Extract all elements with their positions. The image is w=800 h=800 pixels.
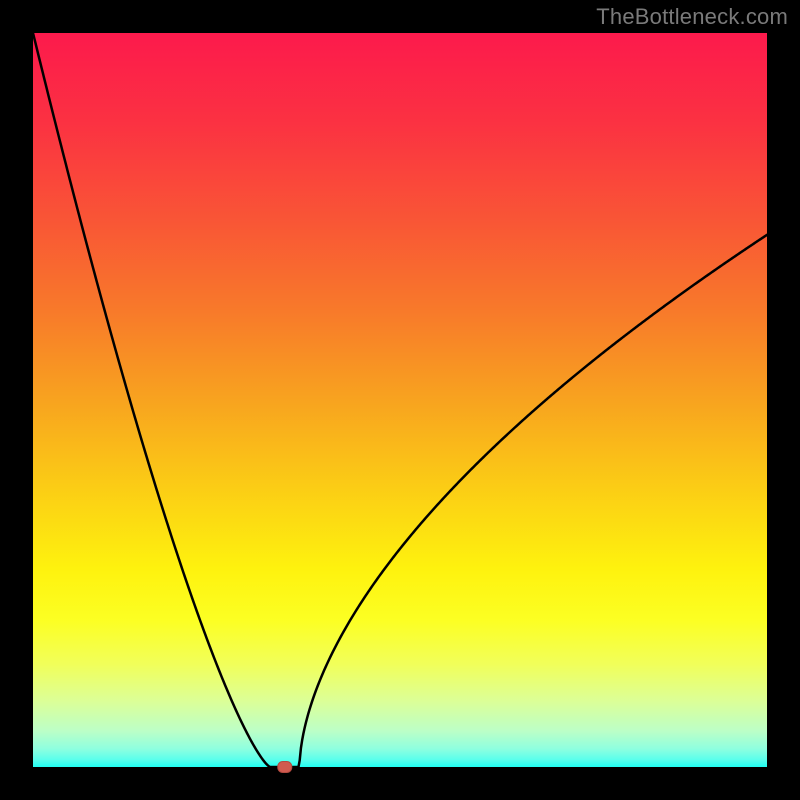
plot-background [33,33,767,767]
bottleneck-chart [0,0,800,800]
minimum-marker [278,762,292,773]
watermark-text: TheBottleneck.com [596,4,788,30]
chart-stage: TheBottleneck.com [0,0,800,800]
